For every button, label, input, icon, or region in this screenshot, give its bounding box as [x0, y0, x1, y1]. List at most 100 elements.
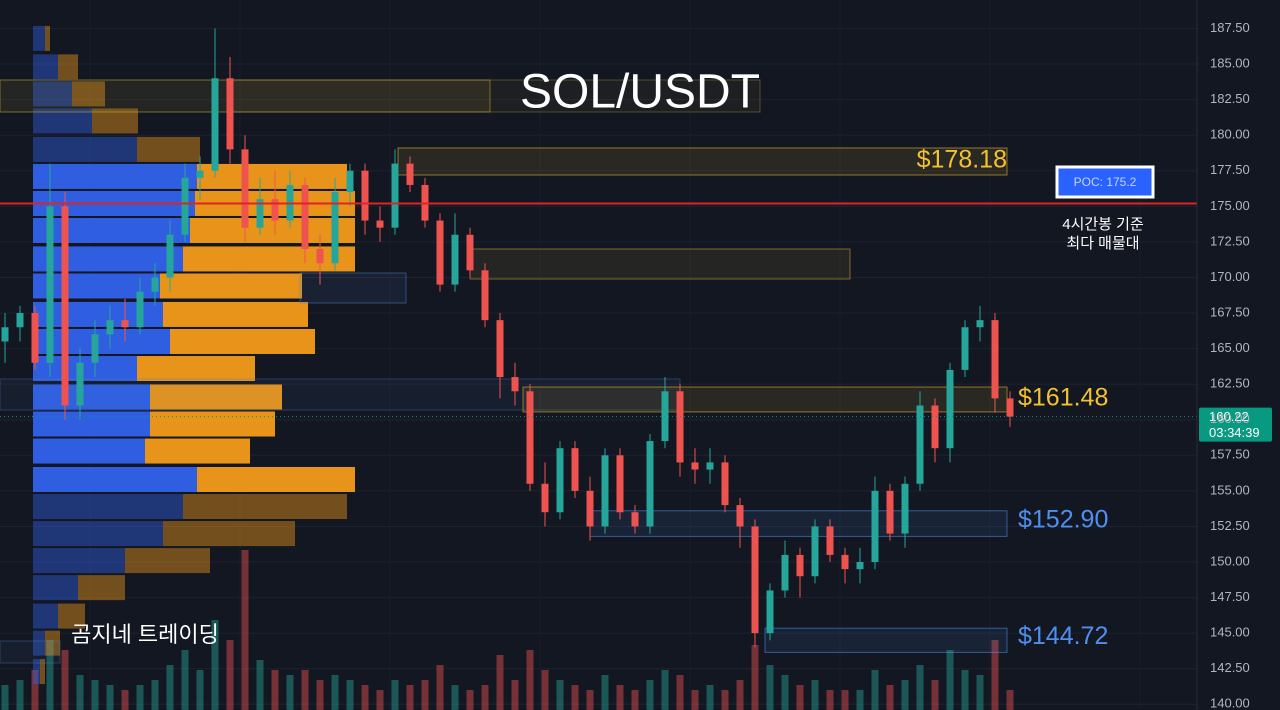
level-zones [397, 147, 1008, 653]
profile-buy [33, 81, 72, 107]
profile-sell [150, 411, 275, 437]
level-zone [397, 147, 1008, 176]
volume-bar [541, 670, 549, 710]
volume-bar [991, 640, 999, 710]
volume-bar [241, 550, 249, 710]
volume-bar [331, 675, 339, 710]
profile-sell [40, 659, 45, 685]
profile-sell [72, 81, 105, 107]
profile-sell [183, 246, 355, 272]
candle-body [181, 177, 189, 235]
volume-bar [571, 685, 579, 710]
volume-bar [121, 690, 129, 710]
y-tick-label: 142.50 [1210, 660, 1250, 675]
candle-body [526, 391, 534, 484]
candle-body [631, 512, 639, 527]
volume-bar [901, 680, 909, 710]
candle-body [1, 327, 9, 342]
volume-profile [33, 25, 355, 685]
volume-bar [601, 675, 609, 710]
profile-sell [45, 630, 60, 656]
candle-body [436, 220, 444, 285]
profile-sell [183, 494, 347, 520]
volume-bar [661, 670, 669, 710]
volume-bar [811, 680, 819, 710]
countdown: 03:34:39 [1209, 425, 1260, 440]
y-tick-label: 172.50 [1210, 233, 1250, 248]
profile-buy [33, 521, 163, 547]
volume-bar [616, 685, 624, 710]
candle-body [856, 562, 864, 570]
volume-bar [166, 665, 174, 710]
volume-bar [586, 690, 594, 710]
y-tick-label: 147.50 [1210, 589, 1250, 604]
candle-body [811, 526, 819, 577]
profile-buy [33, 466, 197, 492]
volume-bar [286, 675, 294, 710]
extra-zones [0, 79, 851, 664]
candle-body [481, 270, 489, 321]
volume-bar [736, 680, 744, 710]
zone [229, 79, 761, 113]
volume-bar [361, 685, 369, 710]
profile-buy [33, 218, 190, 244]
candle-body [736, 505, 744, 527]
candle-body [766, 590, 774, 634]
y-tick-label: 175.00 [1210, 198, 1250, 213]
profile-buy [33, 494, 183, 520]
profile-sell [58, 54, 78, 80]
volume-bar [646, 680, 654, 710]
level-label: $178.18 [917, 146, 1007, 174]
y-tick-label: 187.50 [1210, 20, 1250, 35]
y-tick-label: 150.00 [1210, 553, 1250, 568]
volume-bar [61, 650, 69, 710]
level-zone [764, 627, 1008, 653]
candle-body [91, 334, 99, 363]
volume-bar [301, 670, 309, 710]
y-tick-label: 177.50 [1210, 162, 1250, 177]
volume-bar [181, 650, 189, 710]
profile-sell [58, 603, 85, 629]
volume-bar [466, 690, 474, 710]
poc-label: POC: 175.2 [1074, 175, 1137, 189]
candle-body [496, 320, 504, 378]
profile-sell [92, 108, 138, 134]
candle-body [976, 320, 984, 328]
candles [1, 28, 1014, 648]
watermark: 곰지네 트레이딩 [71, 622, 219, 647]
volume-bar [961, 670, 969, 710]
candle-body [721, 462, 729, 506]
profile-buy [33, 659, 40, 685]
y-tick-label: 155.00 [1210, 482, 1250, 497]
candle-body [916, 405, 924, 484]
candle-body [166, 234, 174, 278]
candle-body [841, 554, 849, 570]
volume-bar [766, 665, 774, 710]
zone [0, 640, 61, 664]
poc-note: 최다 매물대 [1066, 235, 1139, 252]
profile-buy [33, 25, 45, 51]
current-price-box [1199, 407, 1272, 442]
y-tick-label: 182.50 [1210, 91, 1250, 106]
candle-body [241, 149, 249, 228]
candle-body [1006, 398, 1014, 417]
candle-body [691, 462, 699, 470]
profile-buy [33, 108, 92, 134]
candle-body [541, 483, 549, 513]
volume-bar [151, 680, 159, 710]
candle-body [451, 234, 459, 285]
profile-sell [150, 384, 282, 410]
profile-sell [160, 273, 302, 299]
volume-bar [211, 620, 219, 710]
volume-bar [76, 675, 84, 710]
candle-body [406, 163, 414, 185]
zone [469, 248, 851, 280]
candle-body [931, 405, 939, 449]
profile-sell [163, 301, 308, 327]
candle-body [601, 455, 609, 527]
candle-body [46, 206, 54, 363]
volume-bar [916, 665, 924, 710]
candle-body [331, 192, 339, 264]
volume-bar [436, 665, 444, 710]
